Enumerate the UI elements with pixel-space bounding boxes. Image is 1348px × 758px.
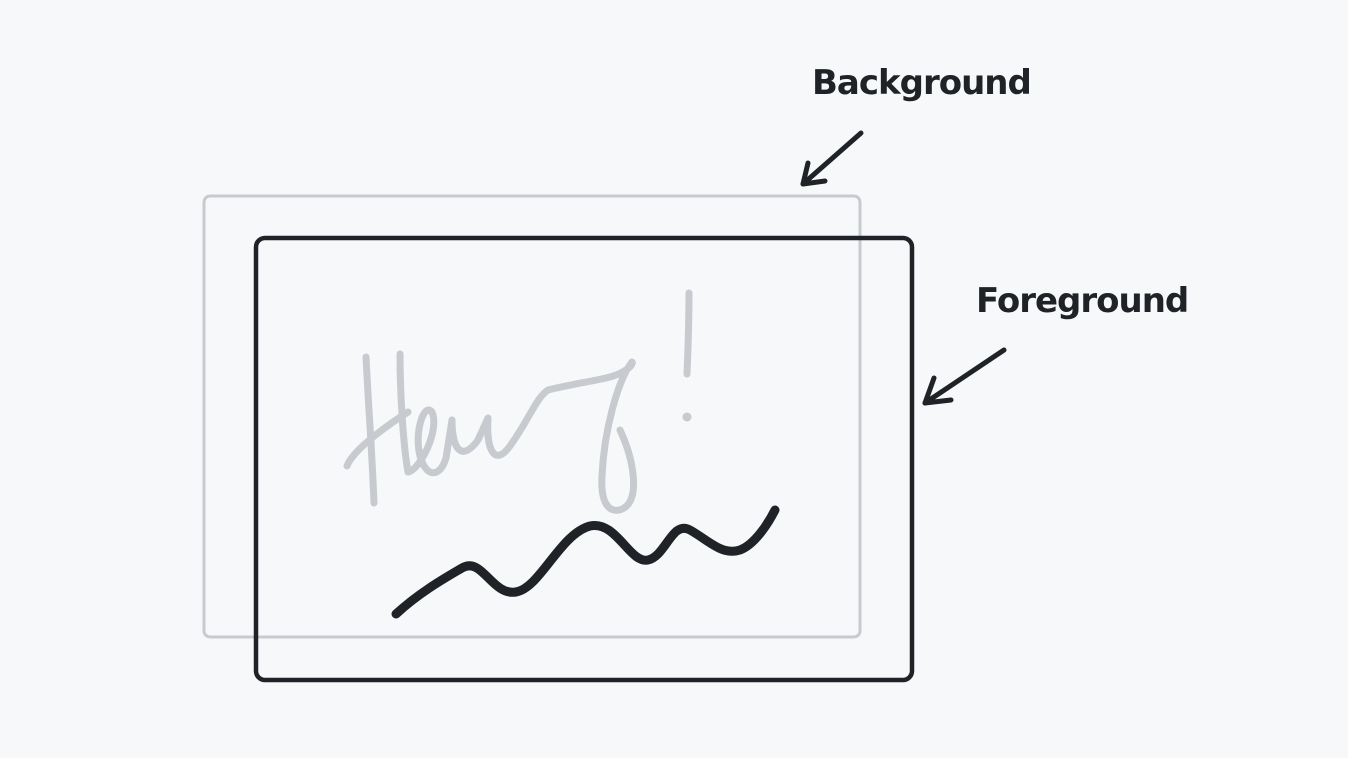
arrow-to-background <box>800 130 864 187</box>
background-layer-frame <box>202 194 862 639</box>
background-layer <box>202 194 862 639</box>
arrow-to-foreground <box>922 347 1007 406</box>
foreground-label: Foreground <box>976 281 1189 321</box>
hey-handwriting <box>343 289 693 514</box>
foreground-layer-frame <box>253 235 915 683</box>
hey-exclamation-dot <box>682 412 692 422</box>
background-label: Background <box>812 63 1032 103</box>
foreground-squiggle <box>391 505 780 619</box>
foreground-layer <box>253 235 915 683</box>
